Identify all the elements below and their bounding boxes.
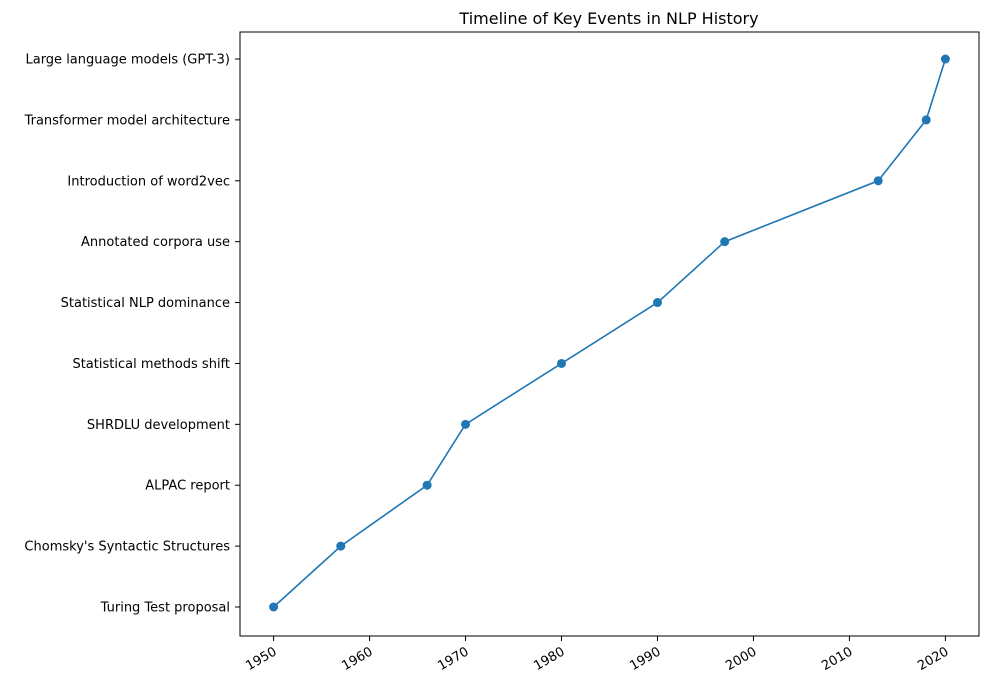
data-point — [921, 115, 931, 125]
data-point — [652, 298, 662, 308]
x-tick-label: 2020 — [915, 644, 951, 674]
x-tick-label: 2010 — [819, 644, 855, 674]
data-point — [557, 358, 567, 368]
y-tick-label: Transformer model architecture — [24, 113, 230, 128]
y-tick-label: ALPAC report — [145, 479, 230, 494]
data-point — [720, 237, 730, 247]
data-point — [873, 176, 883, 186]
y-tick-label: Statistical methods shift — [72, 357, 230, 372]
series-line — [273, 58, 947, 608]
data-point — [422, 480, 432, 490]
data-point — [940, 54, 950, 64]
x-tick-label: 1970 — [435, 644, 471, 674]
x-tick-label: 1980 — [531, 644, 567, 674]
y-tick-label: Large language models (GPT-3) — [25, 53, 230, 68]
y-tick-label: Turing Test proposal — [100, 601, 230, 616]
y-tick-label: Statistical NLP dominance — [61, 296, 230, 311]
axes-frame — [239, 31, 980, 637]
x-tick-label: 1960 — [339, 644, 375, 674]
x-tick-label: 1990 — [627, 644, 663, 674]
x-tick-label: 2000 — [723, 644, 759, 674]
data-point — [461, 419, 471, 429]
chart-title: Timeline of Key Events in NLP History — [458, 9, 758, 28]
data-point — [269, 602, 279, 612]
plot-area: Turing Test proposal Chomsky's Syntactic … — [24, 31, 980, 674]
y-tick-label: Chomsky's Syntactic Structures — [24, 540, 230, 555]
data-point — [336, 541, 346, 551]
x-tick-label: 1950 — [243, 644, 279, 674]
y-tick-label: SHRDLU development — [87, 418, 230, 433]
y-tick-label: Introduction of word2vec — [67, 174, 230, 189]
y-tick-label: Annotated corpora use — [81, 235, 230, 250]
